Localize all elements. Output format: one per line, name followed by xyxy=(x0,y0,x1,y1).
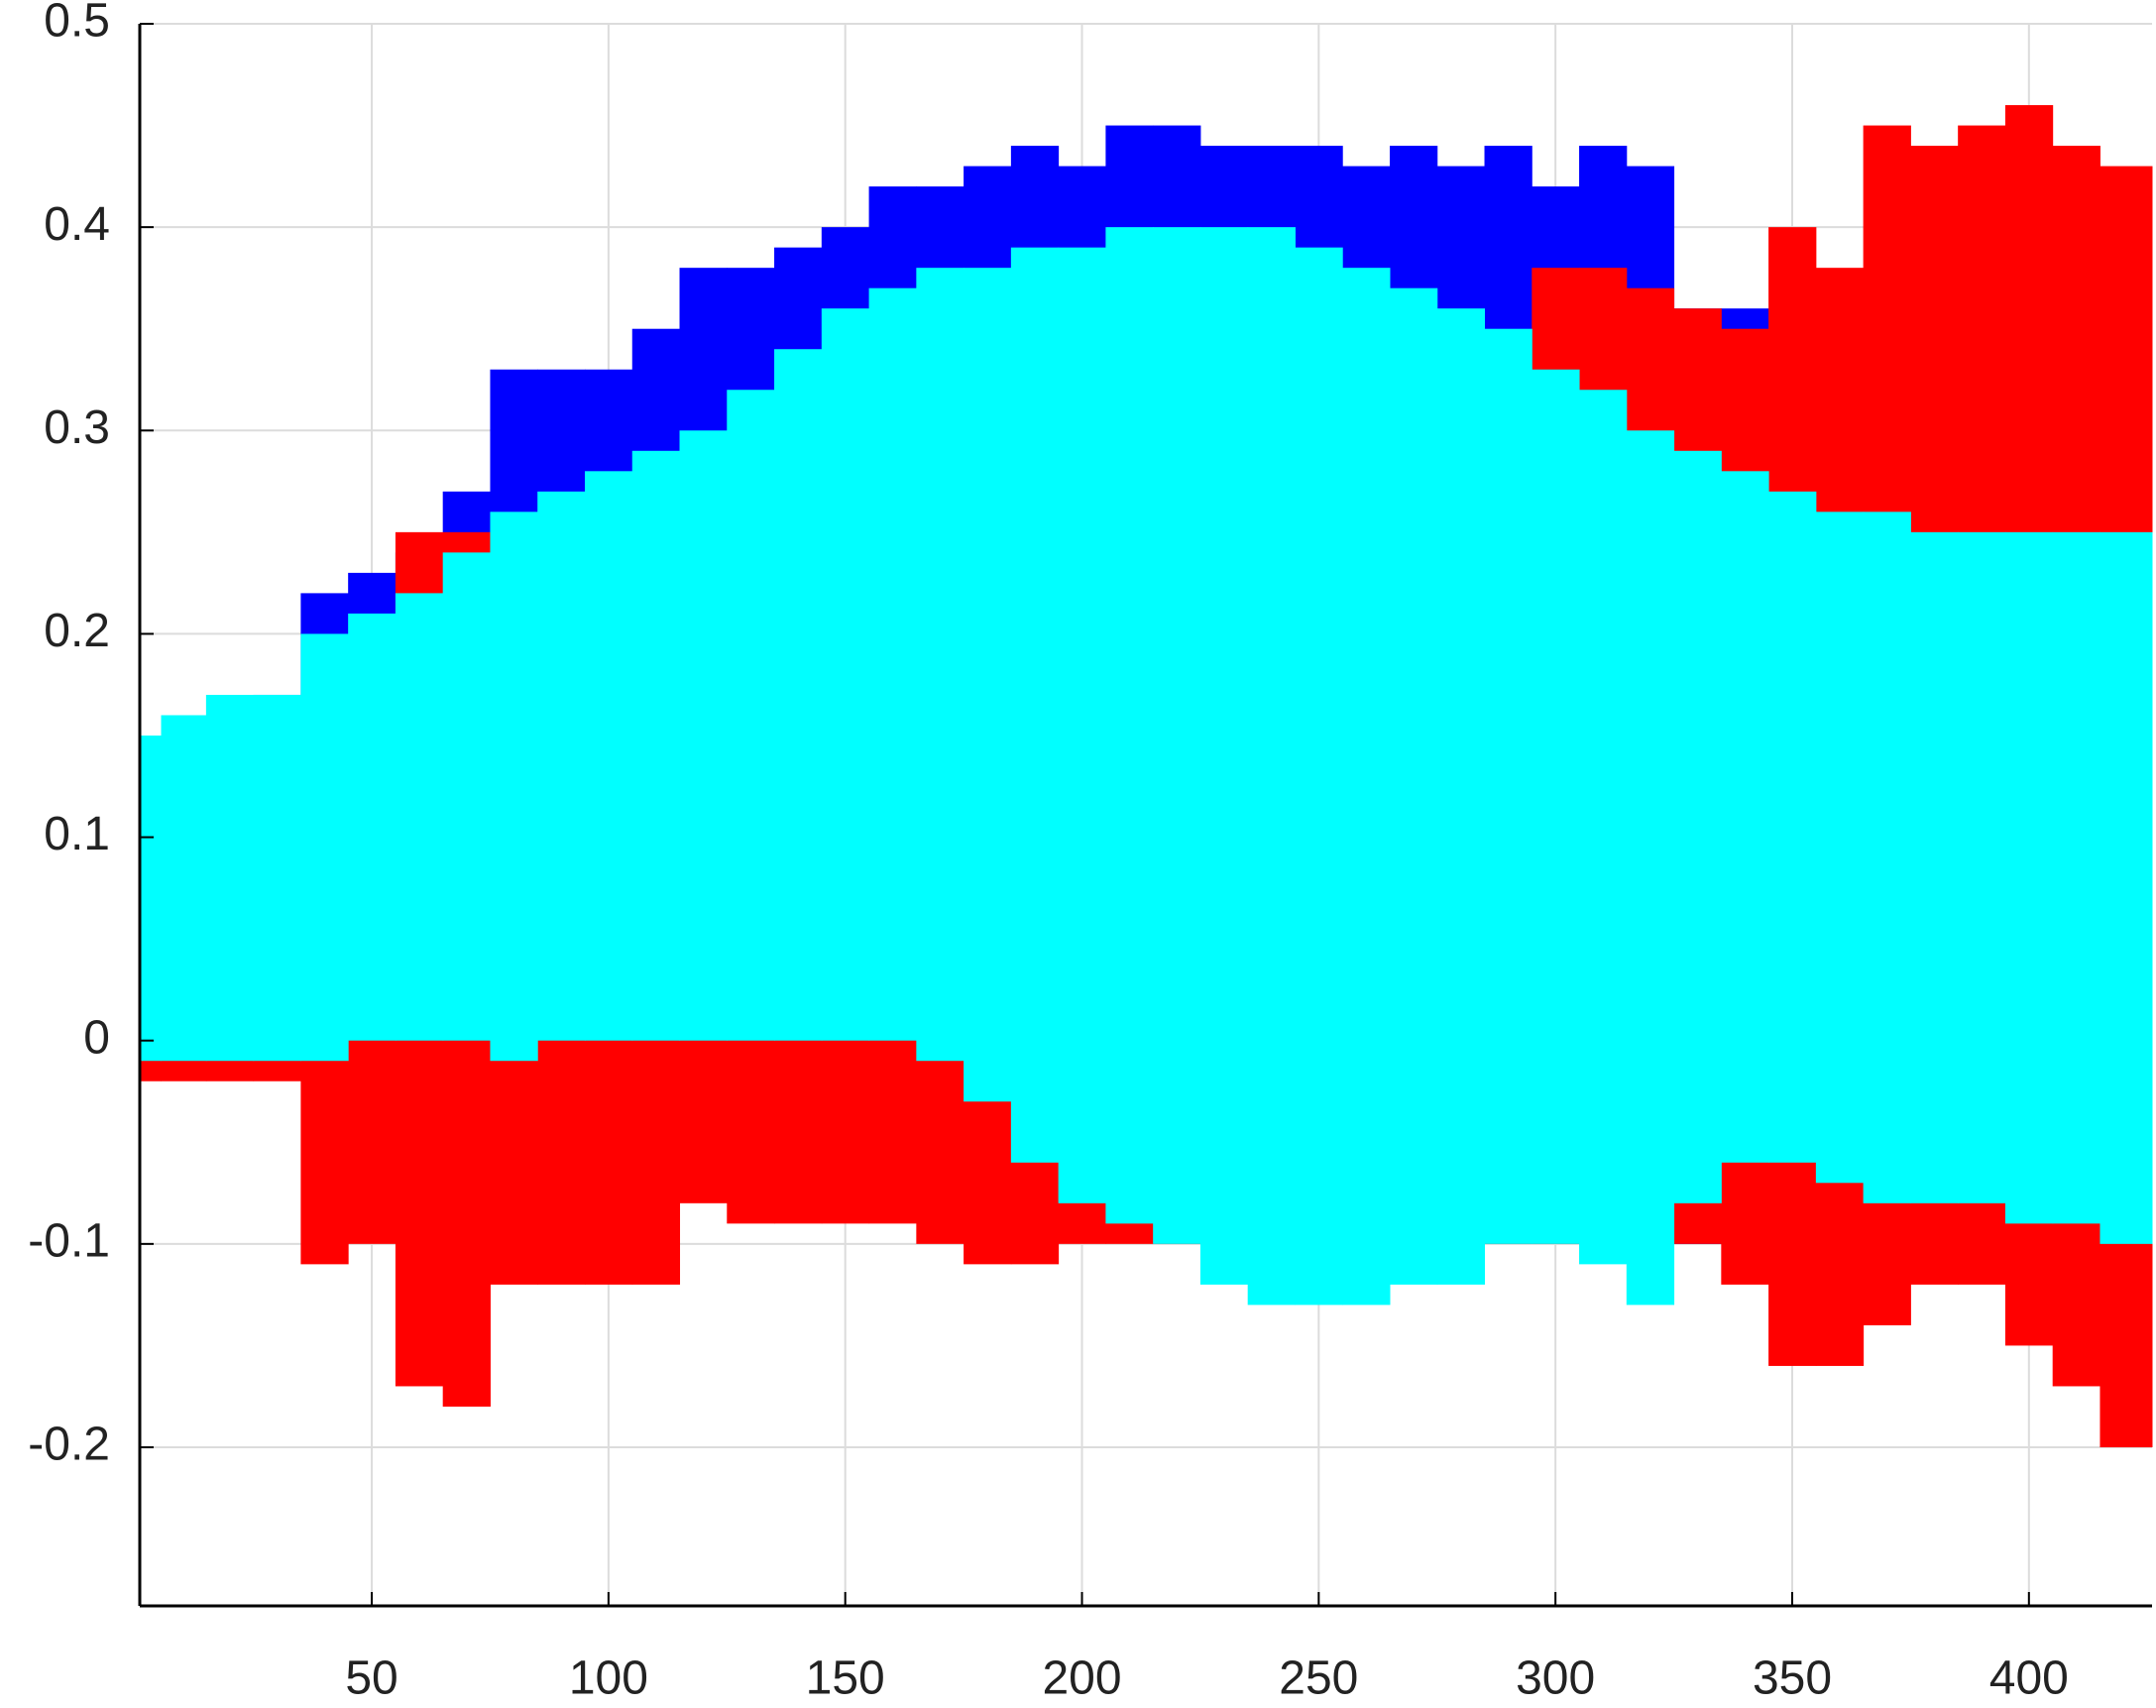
signal-band xyxy=(631,450,681,1041)
signal-band xyxy=(2004,531,2054,1224)
signal-band xyxy=(1058,247,1106,1203)
signal-band xyxy=(774,349,823,1041)
signal-band xyxy=(140,735,162,1062)
signal-band xyxy=(442,552,491,1041)
signal-band xyxy=(727,390,775,1041)
signal-band xyxy=(1579,390,1628,1265)
signal-band xyxy=(916,268,965,1062)
y-tick-label: -0.1 xyxy=(28,1215,110,1268)
signal-band xyxy=(1910,531,1959,1203)
signal-band xyxy=(2052,531,2100,1224)
signal-band xyxy=(679,430,728,1041)
x-tick-label: 400 xyxy=(1989,1652,2069,1705)
signal-band xyxy=(537,491,586,1041)
y-tick-label: 0 xyxy=(83,1011,110,1064)
signal-band xyxy=(1010,247,1060,1163)
y-tick-label: 0.1 xyxy=(44,808,110,860)
x-tick-label: 300 xyxy=(1516,1652,1595,1705)
signal-band xyxy=(1721,471,1769,1163)
signal-band xyxy=(584,471,633,1041)
signal-band xyxy=(1484,328,1532,1244)
signal-band xyxy=(205,694,255,1062)
x-tick-label: 150 xyxy=(806,1652,885,1705)
signal-band xyxy=(1105,227,1154,1224)
signal-band xyxy=(868,287,917,1041)
y-tick-label: -0.2 xyxy=(28,1419,110,1471)
signal-band xyxy=(1958,531,2006,1203)
signal-band xyxy=(964,268,1012,1102)
x-tick-label: 250 xyxy=(1279,1652,1358,1705)
signal-band xyxy=(300,633,349,1062)
signal-band xyxy=(1436,308,1486,1285)
signal-band xyxy=(1673,450,1722,1203)
signal-band xyxy=(1815,512,1865,1184)
signal-band xyxy=(1626,430,1675,1306)
x-tick-label: 100 xyxy=(569,1652,648,1705)
signal-band xyxy=(821,308,870,1041)
signal-band xyxy=(1342,268,1391,1306)
signal-band xyxy=(1199,227,1249,1285)
y-tick-label: 0.3 xyxy=(44,401,110,454)
signal-band xyxy=(1389,287,1438,1285)
signal-band xyxy=(2099,531,2153,1244)
x-tick-label: 200 xyxy=(1042,1652,1121,1705)
y-tick-label: 0.2 xyxy=(44,605,110,657)
signal-band xyxy=(490,512,538,1062)
signal-band xyxy=(161,715,207,1062)
signal-band xyxy=(1295,247,1343,1306)
y-tick-label: 0.5 xyxy=(44,0,110,48)
signal-band xyxy=(1532,369,1580,1244)
signal-band xyxy=(1153,227,1201,1244)
signal-band xyxy=(1863,512,1911,1203)
signal-band xyxy=(348,613,397,1041)
signal-band xyxy=(1768,491,1817,1163)
y-tick-label: 0.4 xyxy=(44,198,110,251)
x-tick-label: 350 xyxy=(1753,1652,1832,1705)
x-tick-label: 50 xyxy=(345,1652,397,1705)
signal-band xyxy=(395,593,444,1041)
signal-band xyxy=(1247,227,1296,1306)
signal-band xyxy=(253,694,301,1062)
